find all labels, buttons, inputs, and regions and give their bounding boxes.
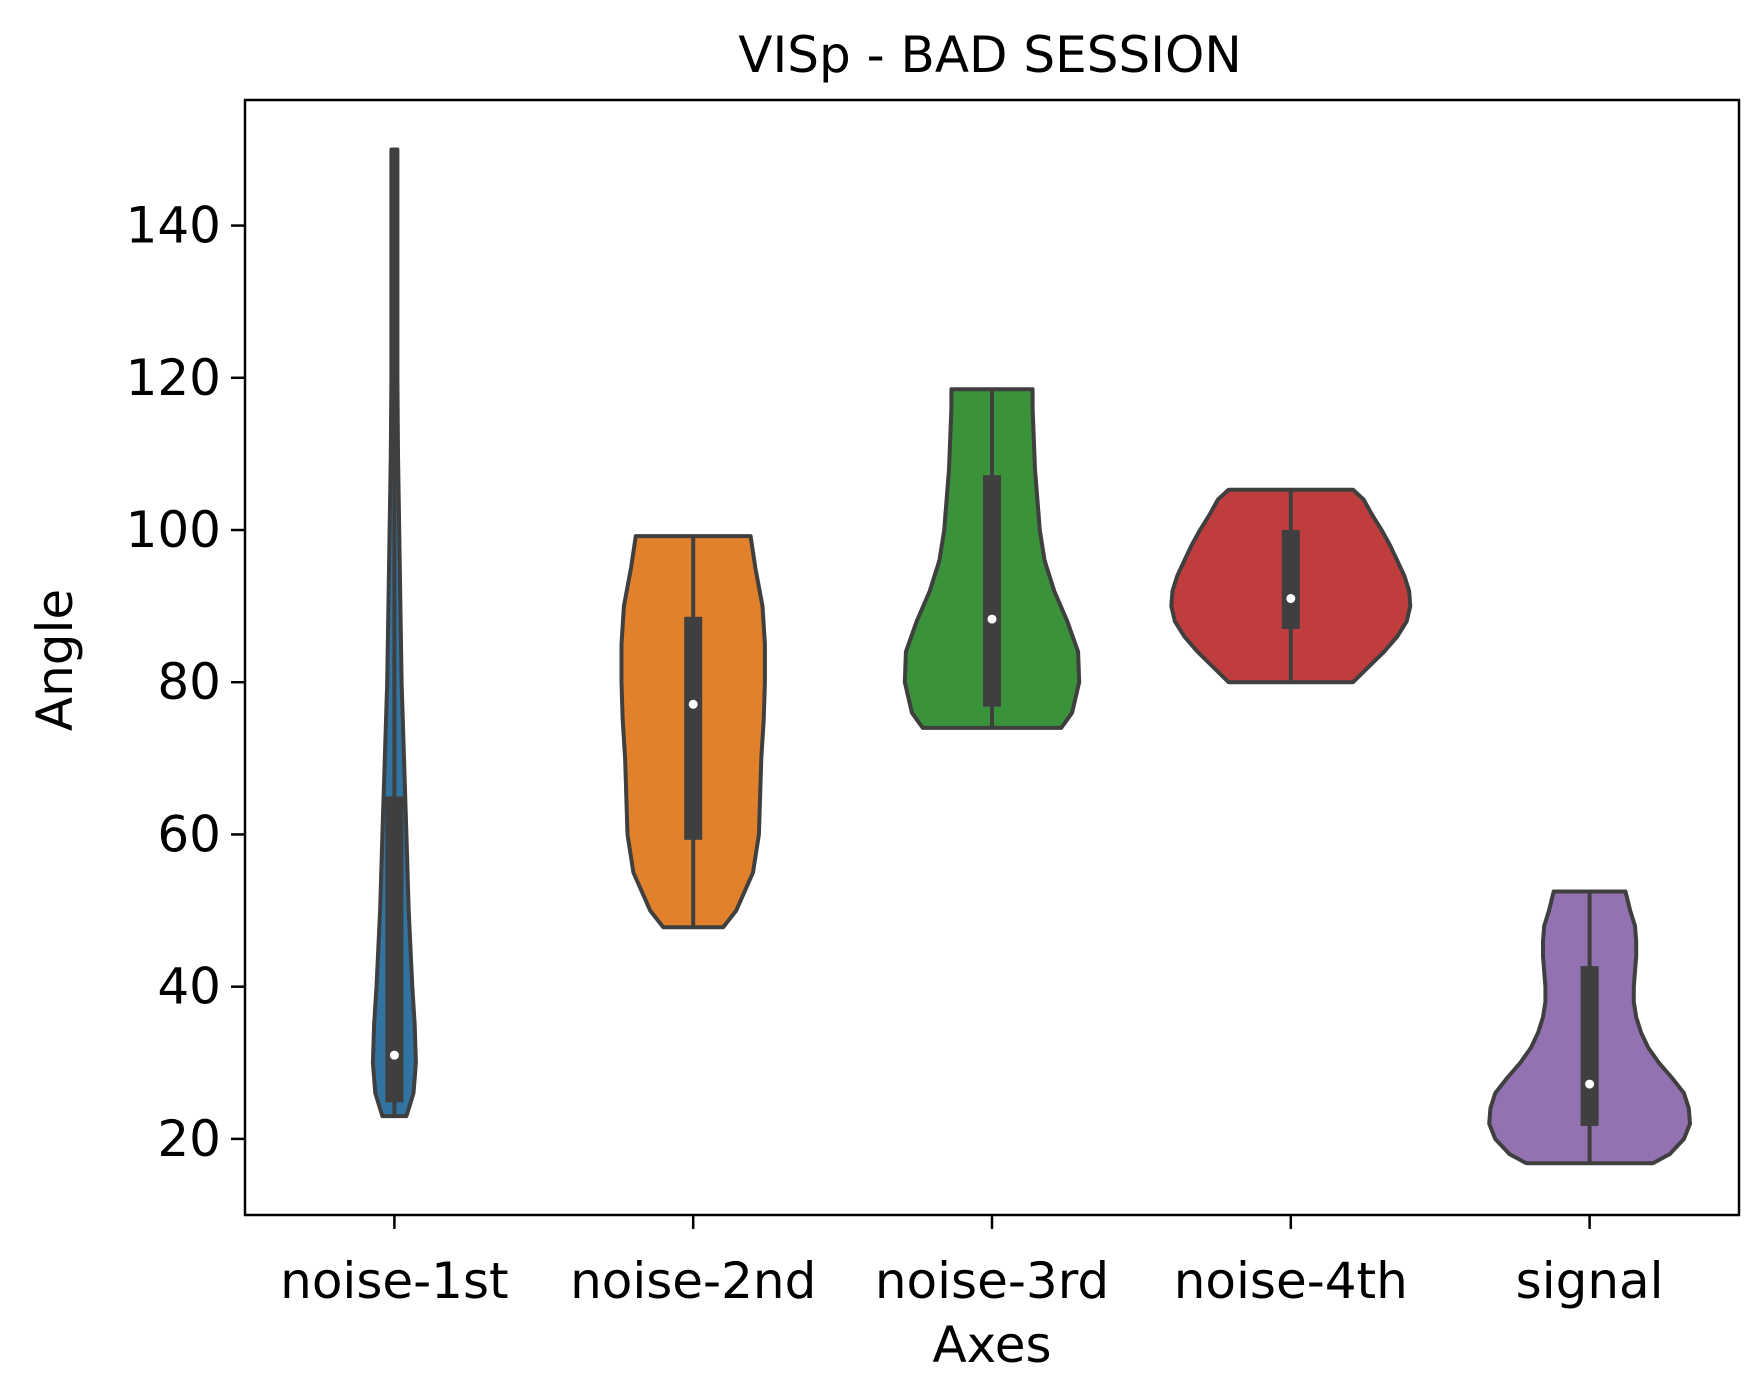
x-tick-label: noise-3rd [875, 1252, 1109, 1310]
violin-noise-3rd [902, 387, 1082, 730]
violin-iqr-box [983, 475, 1001, 707]
chart-title: VISp - BAD SESSION [738, 26, 1241, 84]
violin-signal [1487, 889, 1692, 1166]
y-tick-label: 120 [126, 349, 221, 407]
y-axis: 20 40 60 80 100 120 140 [126, 197, 245, 1168]
x-axis: noise-1st noise-2nd noise-3rd noise-4th sign… [280, 1215, 1664, 1310]
x-tick-label: noise-2nd [570, 1252, 816, 1310]
y-axis-label: Angle [26, 589, 84, 731]
violin-median [1286, 594, 1296, 604]
y-tick-label: 100 [126, 501, 221, 559]
violin-median [987, 614, 997, 624]
violin-median [389, 1050, 399, 1060]
violin-iqr-box [684, 616, 703, 840]
violin-iqr-box [1281, 530, 1300, 629]
violin-noise-1st [370, 147, 418, 1119]
violin-noise-4th [1169, 487, 1413, 685]
x-tick-label: signal [1516, 1252, 1664, 1310]
x-axis-label: Axes [932, 1316, 1051, 1374]
violin-median [1585, 1079, 1595, 1089]
violin-median [688, 699, 698, 709]
plot-area [370, 147, 1692, 1166]
y-tick-label: 80 [157, 653, 221, 711]
y-tick-label: 140 [126, 197, 221, 255]
violin-iqr-box [385, 796, 404, 1103]
x-tick-label: noise-1st [280, 1252, 509, 1310]
y-tick-label: 60 [157, 805, 221, 863]
violin-noise-2nd [619, 534, 767, 930]
y-tick-label: 40 [157, 958, 221, 1016]
x-tick-label: noise-4th [1174, 1252, 1408, 1310]
violin-iqr-box [1580, 966, 1599, 1126]
y-tick-label: 20 [157, 1110, 221, 1168]
